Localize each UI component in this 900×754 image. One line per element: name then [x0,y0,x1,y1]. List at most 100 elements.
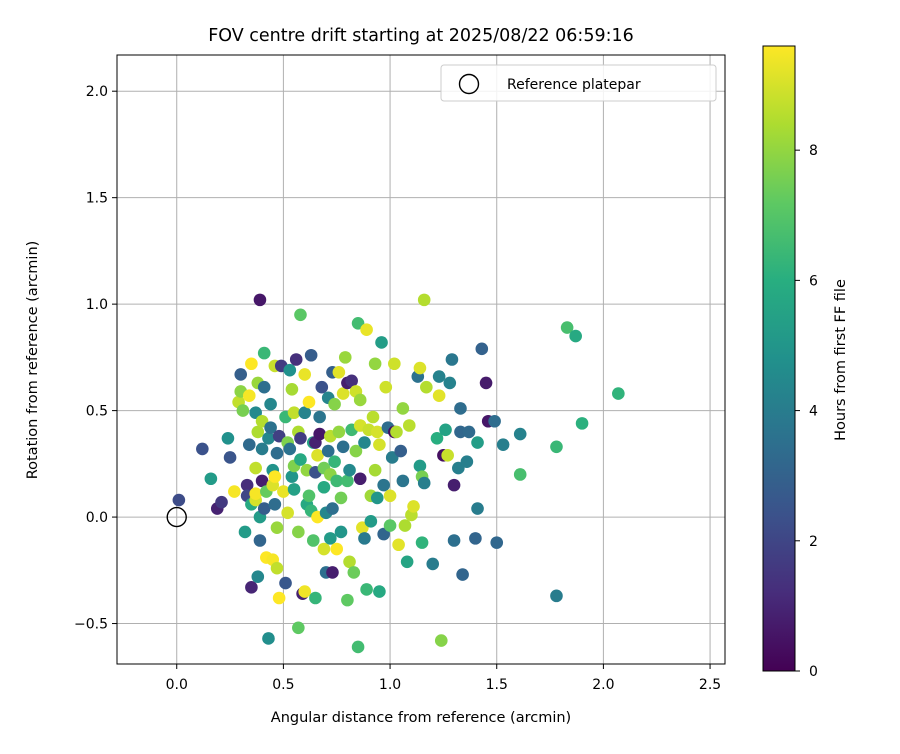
data-point [228,485,241,498]
data-point [456,568,469,581]
data-point [268,470,282,483]
data-point [392,538,405,552]
y-tick-label: 2.0 [86,84,108,100]
data-point [396,402,410,415]
data-point [298,585,312,598]
data-point [328,397,341,411]
data-point [257,380,271,394]
data-point [368,357,382,371]
data-point [334,491,348,505]
data-point [336,387,350,400]
data-point [253,293,267,307]
data-point [257,502,271,515]
data-point [292,525,305,539]
colorbar-tick-label: 8 [809,143,818,159]
colorbar-ticks: 0 2 4 6 8 [795,143,818,680]
data-point [270,561,284,575]
x-tick-label: 0.5 [272,677,294,693]
x-tick-label: 1.0 [379,677,401,693]
data-point [447,478,461,492]
x-tick-label: 0.0 [166,677,188,693]
data-point [415,536,429,549]
data-point [321,444,335,458]
data-point [479,376,493,390]
data-point [343,555,356,569]
data-point [264,397,277,411]
data-point [338,351,352,364]
data-point [272,591,286,605]
data-point [353,393,367,407]
data-point [370,425,384,439]
data-point [426,557,440,571]
data-point [341,593,354,607]
data-point [298,368,312,381]
data-point [236,404,250,417]
data-point [311,449,324,462]
data-point [326,502,339,515]
data-point [215,495,228,509]
data-point [330,542,344,556]
data-point [341,474,354,488]
data-point [343,463,356,477]
colorbar-tick-label: 2 [809,534,818,550]
data-point [513,468,527,481]
data-point [413,361,427,375]
data-point [294,308,307,322]
data-point [255,442,269,456]
data-point [462,425,476,439]
data-point [330,474,344,488]
data-point [345,374,358,388]
data-point [313,427,326,441]
data-points [172,293,625,654]
data-point [513,427,527,441]
data-point [383,519,397,532]
data-point [292,621,305,635]
data-point [277,485,290,498]
chart-title: FOV centre drift starting at 2025/08/22 … [208,26,634,46]
data-point [285,470,299,483]
data-point [245,581,258,594]
data-point [443,376,457,390]
data-point [287,483,301,496]
data-point [279,576,292,590]
data-point [417,476,431,490]
data-point [249,487,262,500]
data-point [294,453,307,466]
data-point [550,589,563,603]
data-point [420,380,433,394]
data-point [302,489,316,503]
legend-open-circle-marker [458,73,480,95]
data-point [304,348,318,362]
legend-box [440,64,717,102]
data-point [413,459,427,473]
data-point [612,387,625,400]
data-point [242,389,256,402]
legend-label: Reference platepar [507,77,641,93]
legend: Reference platepar [440,64,717,102]
data-point [471,436,484,449]
data-point [238,525,252,539]
data-point [234,368,248,381]
data-point [332,425,346,439]
data-point [364,515,378,528]
data-point [328,455,341,469]
data-point [569,329,582,343]
data-point [302,395,316,409]
data-point [575,417,589,430]
reference-platepar-marker [166,506,187,528]
data-point [400,555,414,569]
colorbar-tick-label: 0 [809,664,818,680]
data-point [221,431,235,445]
data-point [326,566,339,579]
data-point [309,591,322,605]
data-point [270,446,284,460]
data-point [496,438,510,451]
data-point [550,440,563,454]
data-point [245,357,258,371]
plot-frame [116,54,726,665]
data-point [264,421,277,434]
data-point [373,438,386,451]
colorbar: 0 2 4 6 8 Hours from first FF file [762,45,849,680]
data-point [560,321,574,334]
